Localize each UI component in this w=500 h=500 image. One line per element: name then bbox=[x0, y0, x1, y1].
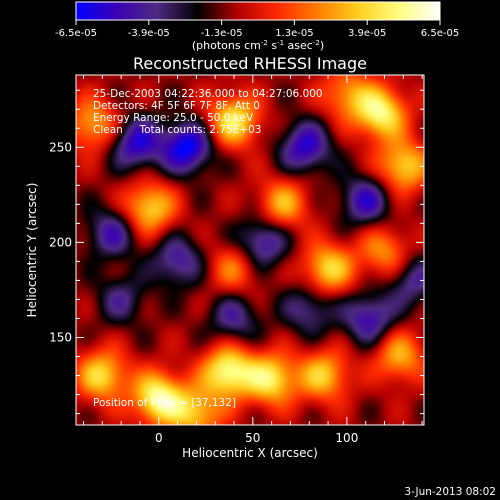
annotation-block: 25-Dec-2003 04:22:36.000 to 04:27:06.000… bbox=[93, 88, 323, 136]
chart-title: Reconstructed RHESSI Image bbox=[133, 54, 367, 73]
plot-frame bbox=[75, 74, 425, 426]
colorbar-tick-label: -1.3e-05 bbox=[201, 28, 243, 39]
colorbar-tick-label: 1.3e-05 bbox=[275, 28, 313, 39]
y-tick-label: 250 bbox=[49, 140, 72, 154]
y-tick-label: 150 bbox=[49, 331, 72, 345]
colorbar-tick-label: -3.9e-05 bbox=[128, 28, 170, 39]
peak-position-label: Position of Peak = [37,132] bbox=[93, 397, 236, 409]
colorbar-strip bbox=[75, 1, 441, 21]
colorbar-unit-label: (photons cm-2 s-1 asec-2) bbox=[192, 39, 324, 52]
annotation-detectors: Detectors: 4F 5F 6F 7F 8F, Att 0 bbox=[93, 100, 260, 112]
colorbar-tick-label: -6.5e-05 bbox=[55, 28, 97, 39]
annotation-time-range: 25-Dec-2003 04:22:36.000 to 04:27:06.000 bbox=[93, 88, 323, 100]
y-axis-label: Heliocentric Y (arcsec) bbox=[25, 183, 39, 318]
x-axis-label: Heliocentric X (arcsec) bbox=[182, 446, 318, 460]
colorbar: -6.5e-05 -3.9e-05 -1.3e-05 1.3e-05 3.9e-05 6.… bbox=[55, 1, 459, 52]
colorbar-tick-label: 6.5e-05 bbox=[421, 28, 459, 39]
plot-area: 0 50 100 150 200 250 bbox=[49, 74, 425, 445]
colorbar-ticks: -6.5e-05 -3.9e-05 -1.3e-05 1.3e-05 3.9e-05 6.… bbox=[55, 20, 459, 39]
axis-ticks: 0 50 100 150 200 250 bbox=[49, 75, 424, 445]
x-tick-label: 0 bbox=[155, 431, 163, 445]
footer-date: 3-Jun-2013 08:02 bbox=[404, 486, 496, 498]
heatmap-image bbox=[76, 75, 424, 425]
annotation-clean-counts: Clean Total counts: 2.75E+03 bbox=[93, 124, 262, 136]
y-tick-label: 200 bbox=[49, 235, 72, 249]
x-tick-label: 100 bbox=[335, 431, 358, 445]
annotation-energy-range: Energy Range: 25.0 - 50.0 keV bbox=[93, 112, 254, 124]
x-tick-label: 50 bbox=[245, 431, 260, 445]
colorbar-tick-label: 3.9e-05 bbox=[348, 28, 386, 39]
